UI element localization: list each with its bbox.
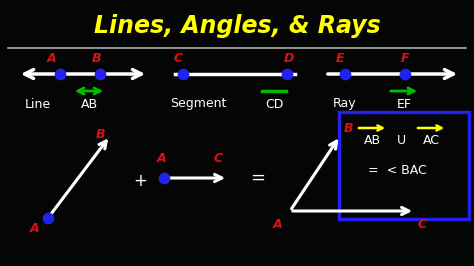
Text: Lines, Angles, & Rays: Lines, Angles, & Rays [94,14,380,38]
Text: =: = [250,169,265,187]
Text: AB: AB [364,135,381,148]
Text: Line: Line [25,98,51,110]
Text: A: A [47,52,57,64]
Point [56,72,64,76]
Point [283,72,291,76]
Text: B: B [343,122,353,135]
Text: Ray: Ray [333,98,357,110]
Text: B: B [91,52,101,64]
Text: CD: CD [265,98,283,110]
Text: Segment: Segment [170,98,226,110]
Text: A: A [157,152,167,164]
Text: C: C [173,52,182,64]
Text: EF: EF [396,98,411,110]
Point [341,72,349,76]
Text: D: D [284,52,294,64]
Text: +: + [133,172,147,190]
Point [179,72,187,76]
Text: A: A [30,222,40,235]
Text: A: A [273,218,283,231]
Text: E: E [336,52,344,64]
FancyBboxPatch shape [339,112,469,219]
Text: C: C [213,152,223,164]
Point [160,176,168,180]
Text: AC: AC [422,135,439,148]
Point [401,72,409,76]
Text: U: U [396,135,406,148]
Text: =  < BAC: = < BAC [368,164,427,177]
Text: B: B [95,127,105,140]
Text: F: F [401,52,409,64]
Point [44,216,52,220]
Text: C: C [418,218,427,231]
Text: AB: AB [81,98,98,110]
Point [96,72,104,76]
